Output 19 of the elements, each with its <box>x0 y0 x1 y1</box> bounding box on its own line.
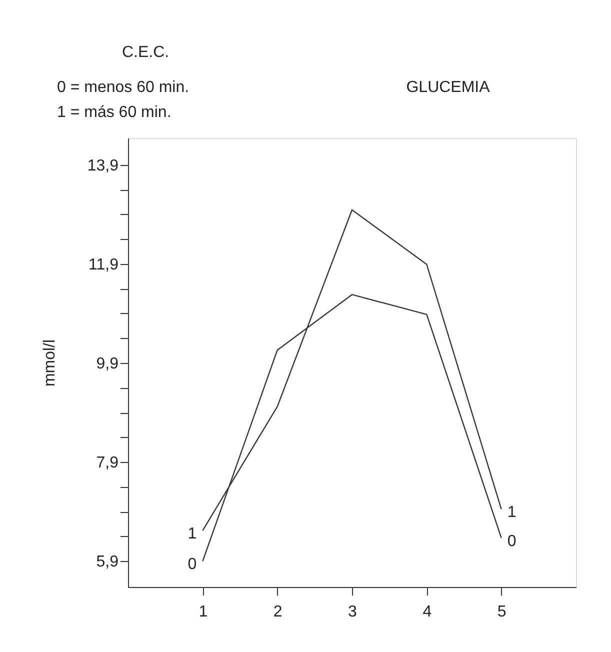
y-tick-label: 5,9 <box>96 554 119 571</box>
text: 0 = menos 60 min. <box>57 79 190 96</box>
chart-title: GLUCEMIA <box>406 79 490 96</box>
y-tick-label: 9,9 <box>96 355 119 372</box>
text: 1 <box>507 504 516 522</box>
text: 1 = más 60 min. <box>57 104 172 121</box>
x-tick-label: 4 <box>422 604 432 620</box>
x-tick-label: 1 <box>198 604 208 620</box>
x-tick-label: 5 <box>497 604 506 620</box>
x-tick-label: 3 <box>348 604 358 620</box>
y-axis-title: mmol/l <box>41 339 58 387</box>
x-tick-label: 2 <box>273 604 282 620</box>
y-tick-label: 7,9 <box>96 454 119 472</box>
text: 0 <box>507 532 516 550</box>
y-tick-label: 13,9 <box>87 157 119 174</box>
y-tick-label: 11,9 <box>88 256 119 274</box>
series-label: 0 <box>188 556 197 574</box>
series-label: 1 <box>188 526 197 543</box>
legend-title: C.E.C. <box>122 44 170 61</box>
